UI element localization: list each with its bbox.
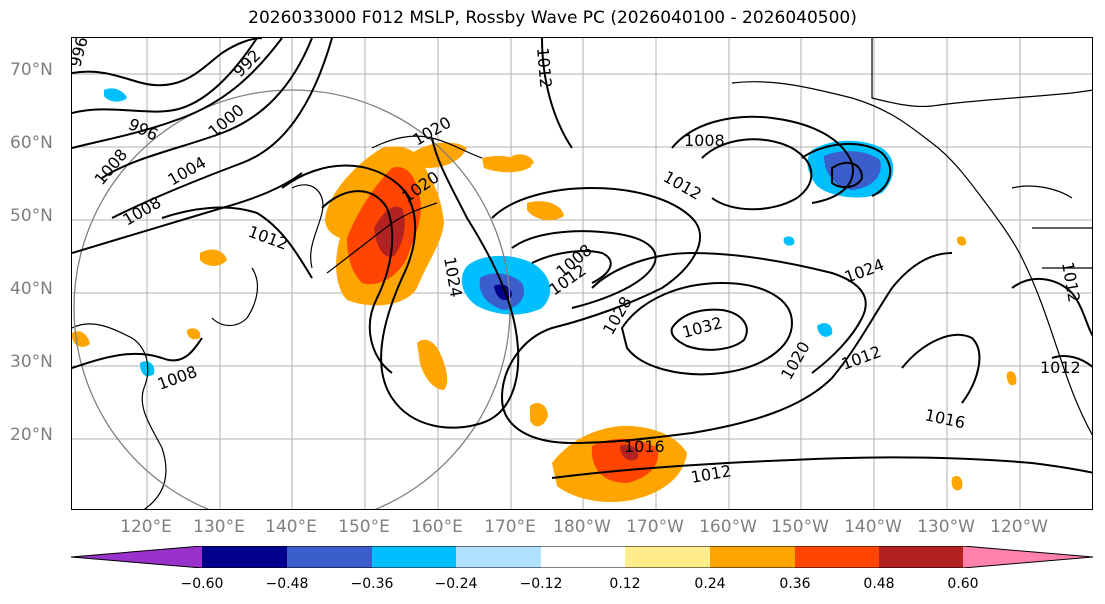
isobar-label: 1028 bbox=[599, 293, 636, 338]
lat-label-40n: 40°N bbox=[10, 279, 53, 299]
map-panel[interactable]: 996 996 992 1000 1008 1004 1008 1012 101… bbox=[71, 37, 1093, 510]
anomaly-east-positive bbox=[951, 236, 1017, 491]
isobar-label: 996 bbox=[125, 114, 161, 144]
colorbar-tick-label: 0.60 bbox=[947, 576, 979, 592]
colorbar-segment bbox=[710, 546, 795, 568]
lon-label-170w: 170°W bbox=[626, 517, 684, 537]
lon-label-140w: 140°W bbox=[844, 517, 902, 537]
map-title: 2026033000 F012 MSLP, Rossby Wave PC (20… bbox=[248, 8, 857, 28]
colorbar-segment bbox=[456, 546, 541, 568]
isobar-label: 992 bbox=[229, 46, 264, 81]
lon-label-170e: 170°E bbox=[484, 517, 536, 537]
isobar-label: 996 bbox=[72, 38, 92, 69]
isobar-label: 1000 bbox=[204, 100, 247, 141]
coastlines bbox=[72, 38, 1092, 509]
lon-label-160e: 160°E bbox=[411, 517, 463, 537]
colorbar-segment bbox=[625, 546, 710, 568]
colorbar-segment bbox=[287, 546, 372, 568]
lon-label-160w: 160°W bbox=[699, 517, 757, 537]
isobars bbox=[72, 38, 1092, 479]
isobar-label: 1012 bbox=[533, 47, 555, 89]
colorbar-segment bbox=[372, 546, 456, 568]
isobar-label: 1024 bbox=[440, 255, 466, 298]
colorbar-extend-high bbox=[963, 546, 1093, 568]
colorbar-segment bbox=[879, 546, 963, 568]
lon-label-180w: 180°W bbox=[553, 517, 611, 537]
colorbar-segment bbox=[795, 546, 879, 568]
colorbar-tick-label: −0.60 bbox=[180, 576, 224, 592]
anomaly-hawaii-positive bbox=[552, 425, 687, 503]
isobar-label: 1016 bbox=[923, 405, 967, 432]
colorbar-segment bbox=[202, 546, 287, 568]
colorbar bbox=[71, 546, 1093, 568]
lat-label-20n: 20°N bbox=[10, 425, 53, 445]
lon-label-120e: 120°E bbox=[120, 517, 172, 537]
colorbar-tick-label: −0.24 bbox=[434, 576, 478, 592]
colorbar-tick-label: −0.48 bbox=[265, 576, 309, 592]
colorbar-tick-label: 0.24 bbox=[694, 576, 726, 592]
lon-label-140e: 140°E bbox=[265, 517, 317, 537]
colorbar-segment bbox=[541, 546, 625, 568]
colorbar-tick-label: 0.48 bbox=[863, 576, 895, 592]
isobar-label: 1012 bbox=[839, 342, 884, 374]
lat-label-50n: 50°N bbox=[10, 206, 53, 226]
isobar-label: 1024 bbox=[842, 255, 887, 287]
anomaly-small-negative bbox=[104, 88, 833, 377]
isobar-label: 1012 bbox=[1058, 260, 1084, 303]
colorbar-tick-label: 0.36 bbox=[779, 576, 811, 592]
anomaly-central-pacific-negative bbox=[461, 255, 551, 315]
isobar-label: 1008 bbox=[120, 193, 165, 230]
isobar-label: 1032 bbox=[680, 313, 724, 342]
lat-label-70n: 70°N bbox=[10, 60, 53, 80]
colorbar-tick-label: 0.12 bbox=[609, 576, 641, 592]
isobar-label: 1012 bbox=[246, 222, 291, 254]
lat-label-30n: 30°N bbox=[10, 352, 53, 372]
anomaly-subtropical-positive bbox=[72, 249, 548, 427]
lon-label-130e: 130°E bbox=[193, 517, 245, 537]
lon-label-150w: 150°W bbox=[771, 517, 829, 537]
lon-label-130w: 130°W bbox=[917, 517, 975, 537]
isobar-label: 1016 bbox=[624, 437, 665, 456]
lon-label-150e: 150°E bbox=[338, 517, 390, 537]
lat-label-60n: 60°N bbox=[10, 133, 53, 153]
isobar-label: 1008 bbox=[684, 131, 725, 150]
lon-label-120w: 120°W bbox=[990, 517, 1048, 537]
map-canvas: 996 996 992 1000 1008 1004 1008 1012 101… bbox=[72, 38, 1092, 509]
isobar-label: 1008 bbox=[155, 362, 200, 394]
isobar-label: 1012 bbox=[660, 167, 705, 204]
isobar-label: 1012 bbox=[1040, 358, 1081, 377]
colorbar-tick-label: −0.36 bbox=[350, 576, 394, 592]
colorbar-extend-low bbox=[71, 546, 202, 568]
colorbar-tick-label: −0.12 bbox=[519, 576, 563, 592]
